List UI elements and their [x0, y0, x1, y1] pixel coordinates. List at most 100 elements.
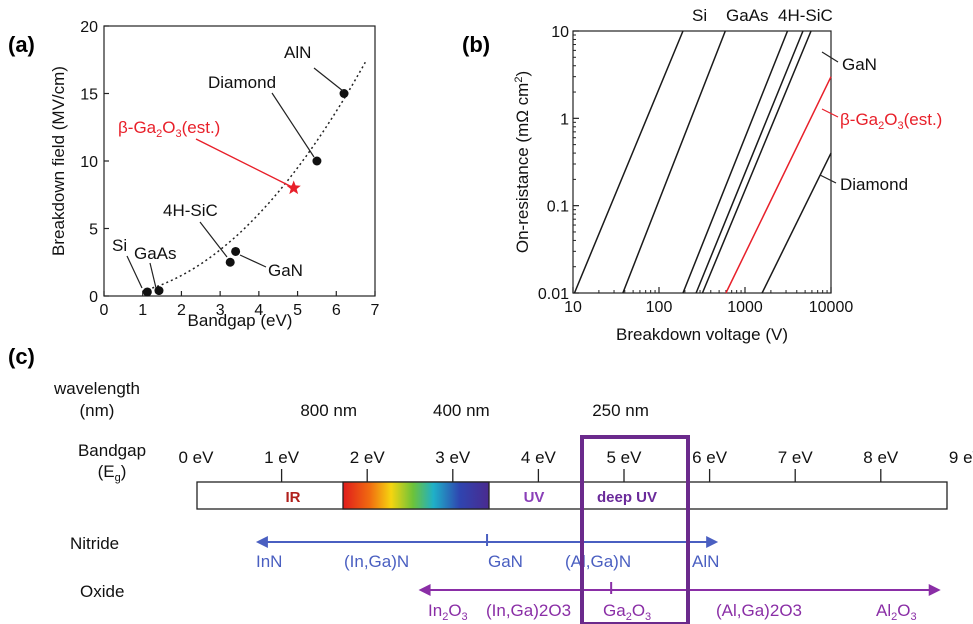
line-ga2o3est: [725, 76, 832, 294]
label-b-sic: 4H-SiC: [778, 6, 833, 25]
panel-a-label: (a): [8, 32, 35, 57]
oxide-label-al2o3: Al2O3: [876, 601, 917, 623]
label-b-ga2o3: β-Ga2O3(est.): [840, 110, 942, 132]
leader-gan: [239, 254, 267, 268]
wavelength-unit-label: (nm): [80, 401, 115, 420]
wavelength-label: 800 nm: [300, 401, 357, 420]
leader-sic: [199, 221, 228, 258]
label-gaas: GaAs: [134, 244, 177, 263]
point-gaas: [154, 286, 164, 296]
label-b-gan: GaN: [842, 55, 877, 74]
panel-c-label: (c): [8, 344, 35, 369]
ev-tick-label: 2 eV: [350, 448, 386, 467]
panel-b-label: (b): [462, 32, 490, 57]
panel-b-ticks: 10 100 1000 10000 0.01 0.1 1 10: [538, 24, 853, 316]
panel-b-xlabel: Breakdown voltage (V): [616, 325, 788, 344]
nitride-range-arrow: [255, 534, 719, 548]
line-4hsic: [682, 30, 789, 294]
ev-tick-label: 9 eV: [949, 448, 973, 467]
line-si: [573, 30, 684, 294]
panel-a-points: [142, 89, 349, 297]
oxide-range-arrow: [418, 582, 941, 596]
ev-tick-marks: [280, 469, 882, 482]
b-ytick-label: 10: [551, 24, 569, 41]
oxide-arrow-arrowhead-left: [418, 584, 431, 596]
b-xtick-label: 10000: [809, 299, 854, 316]
region-uv: UV: [524, 489, 545, 506]
b-xtick-label: 100: [646, 299, 673, 316]
a-xtick-label: 6: [332, 302, 341, 319]
label-sic: 4H-SiC: [163, 201, 218, 220]
nitride-label-inn: InN: [256, 552, 282, 571]
panel-a-xlabel: Bandgap (eV): [188, 311, 293, 330]
label-b-si: Si: [692, 6, 707, 25]
a-xtick-label: 4: [254, 302, 263, 319]
ev-tick-label: 4 eV: [521, 448, 557, 467]
a-xtick-label: 7: [371, 302, 380, 319]
a-xtick-label: 0: [100, 302, 109, 319]
oxide-label-ga2o3: Ga2O3: [603, 601, 651, 623]
region-deep-uv: deep UV: [597, 489, 657, 506]
nitride-arrow-arrowhead-right: [706, 536, 719, 548]
spectrum-bar: [196, 481, 948, 510]
a-ytick-label: 20: [80, 19, 98, 36]
a-xtick-label: 5: [293, 302, 302, 319]
label-b-diamond: Diamond: [840, 175, 908, 194]
a-xtick-label: 1: [138, 302, 147, 319]
b-ytick-label: 0.01: [538, 286, 569, 303]
ev-tick-labels: 0 eV 1 eV 2 eV 3 eV 4 eV 5 eV 6 eV 7 eV 8 eV 9 eV: [179, 448, 973, 467]
point-si: [142, 287, 152, 297]
wavelength-label: 400 nm: [433, 401, 490, 420]
label-b-gaas: GaAs: [726, 6, 769, 25]
a-ytick-label: 5: [89, 222, 98, 239]
bandgap-row-label: Bandgap: [78, 441, 146, 460]
nitride-label-algan: (Al,Ga)N: [565, 552, 631, 571]
label-ga2o3-est: β-Ga2O3(est.): [118, 118, 220, 140]
leader-si: [126, 255, 143, 289]
nitride-label-gan: GaN: [488, 552, 523, 571]
ev-tick-label: 0 eV: [179, 448, 215, 467]
b-ytick-label: 0.1: [547, 199, 569, 216]
a-ytick-label: 10: [80, 154, 98, 171]
wavelength-labels: 800 nm 400 nm 250 nm: [300, 401, 649, 420]
ev-tick-label: 6 eV: [692, 448, 728, 467]
oxide-label-alga2o3: (Al,Ga)2O3: [716, 601, 802, 620]
label-aln: AlN: [284, 43, 311, 62]
leader-b-ga2o3: [821, 108, 839, 118]
leader-b-diamond: [819, 174, 837, 184]
nitride-label-ingan: (In,Ga)N: [344, 552, 409, 571]
label-diamond: Diamond: [208, 73, 276, 92]
visible-spectrum-band: [342, 481, 490, 510]
point-ga2o3-est-star: [286, 180, 301, 195]
leader-aln: [313, 67, 344, 92]
a-xtick-label: 3: [216, 302, 225, 319]
oxide-label-in2o3: In2O3: [428, 601, 468, 623]
point-aln: [339, 89, 349, 98]
oxide-row-label: Oxide: [80, 582, 124, 601]
ev-tick-label: 5 eV: [607, 448, 643, 467]
a-xtick-label: 2: [177, 302, 186, 319]
leader-b-gan: [821, 51, 839, 63]
bandgap-symbol-label: (Eg): [98, 462, 127, 484]
panel-b: (b) 10 100 1000 10000 0.01 0.1 1 10 Si GaAs 4H-…: [462, 6, 942, 344]
b-ytick-label: 1: [560, 111, 569, 128]
ev-tick-label: 8 eV: [863, 448, 899, 467]
line-4hsic: [701, 30, 812, 294]
oxide-label-inga2o3: (In,Ga)2O3: [486, 601, 571, 620]
panel-a-ticks: 0 1 2 3 4 5 6 7 0 5 10 15 20: [80, 19, 379, 319]
point-gan: [231, 246, 241, 256]
line-diamond: [761, 152, 832, 294]
label-gan: GaN: [268, 261, 303, 280]
ev-tick-label: 3 eV: [435, 448, 471, 467]
line-gaas: [622, 30, 726, 294]
point-diamond: [312, 156, 322, 166]
panel-b-ylabel: On-resistance (mΩ cm2): [513, 71, 532, 253]
leader-ga2o3: [195, 138, 291, 187]
a-ytick-label: 15: [80, 87, 98, 104]
leader-diamond: [271, 92, 315, 158]
wavelength-row-label: wavelength: [53, 379, 140, 398]
line-gan: [695, 30, 804, 294]
region-ir: IR: [286, 489, 301, 506]
